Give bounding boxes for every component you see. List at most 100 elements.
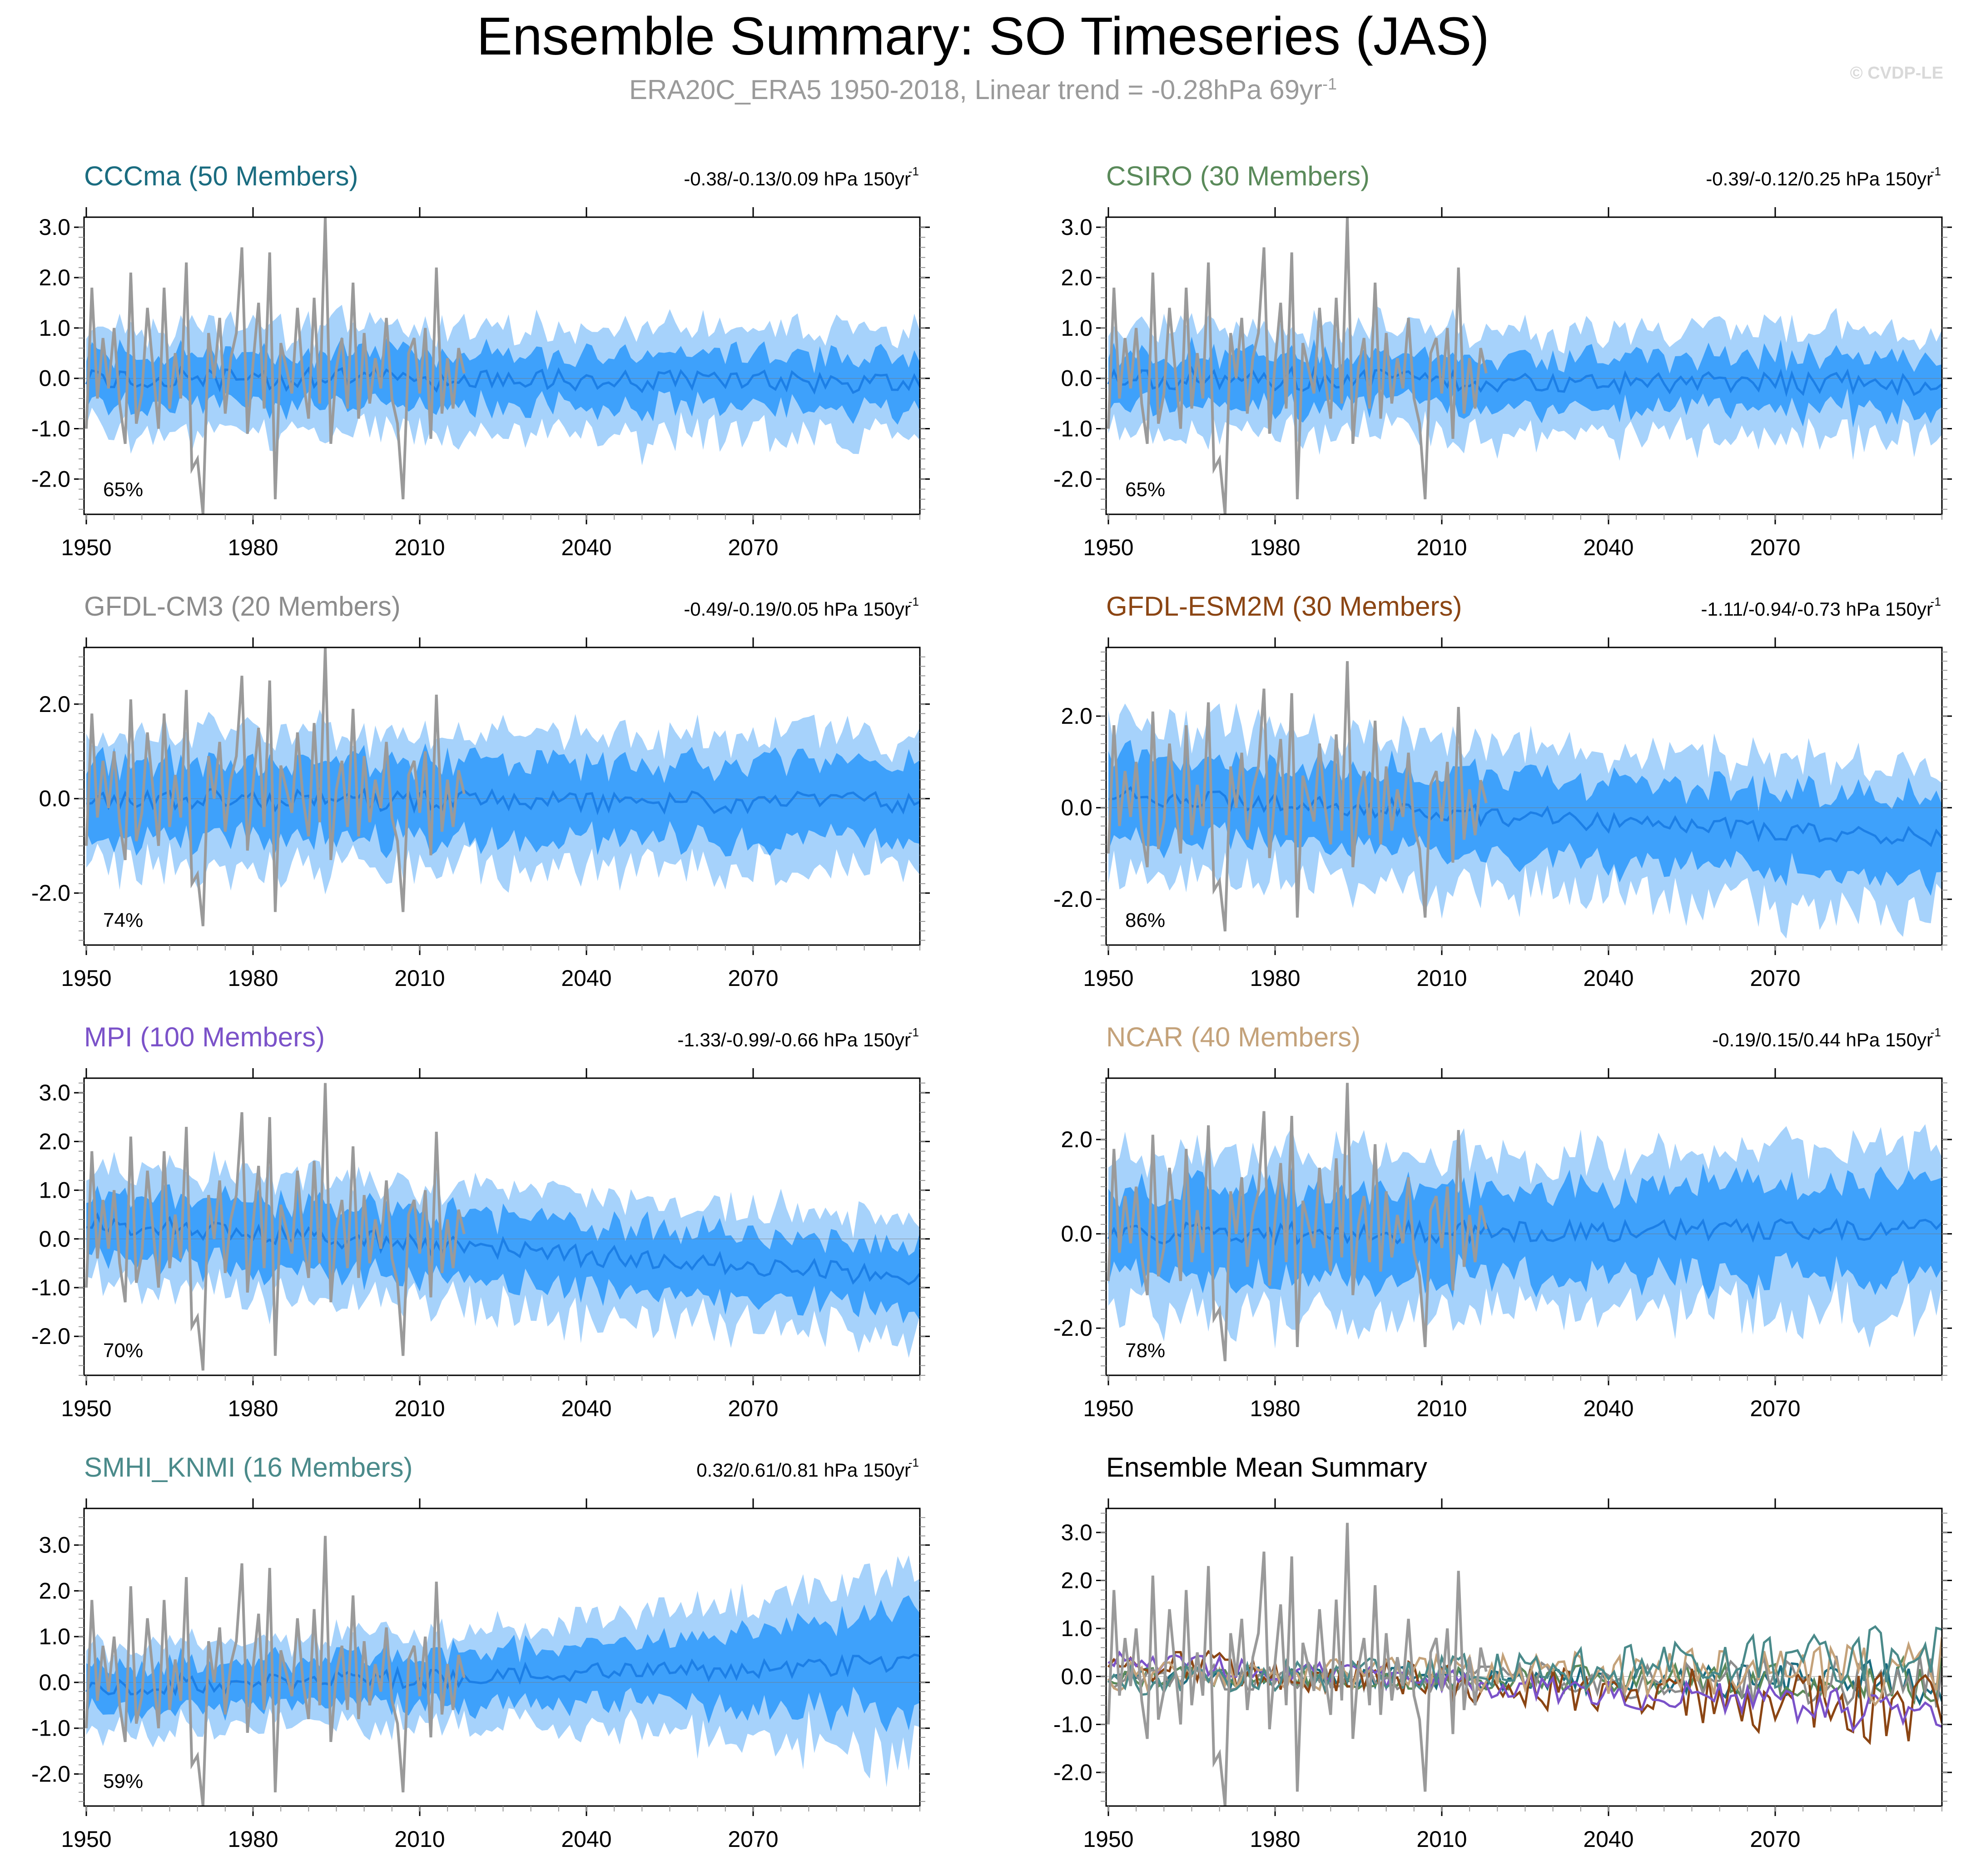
- y-tick-label: 2.0: [1061, 1567, 1092, 1593]
- x-tick-label: 2070: [1750, 1396, 1800, 1421]
- x-tick-label: 2070: [1750, 965, 1800, 991]
- subtitle-superscript: -1: [1322, 75, 1337, 93]
- y-tick-label: 2.0: [1061, 703, 1092, 729]
- y-tick-label: -2.0: [1053, 886, 1092, 912]
- x-tick-label: 2010: [394, 535, 445, 560]
- x-tick-label: 1950: [61, 965, 111, 991]
- panel-title: Ensemble Mean Summary: [1106, 1452, 1427, 1483]
- panel-gfdl-cm3: -2.0 0.0 2.0 1950 1980 2010 2040 2070 GFDL-CM3 (…: [31, 591, 930, 991]
- plot-area: [1106, 661, 1942, 939]
- y-tick-label: -1.0: [31, 1275, 70, 1300]
- y-tick-label: 0.0: [39, 786, 70, 811]
- panel-title: CSIRO (30 Members): [1106, 161, 1370, 191]
- inner-spread-band: [86, 1595, 920, 1732]
- trend-label: -0.39/-0.12/0.25 hPa 150yr: [1706, 168, 1933, 189]
- y-tick-label: 0.0: [39, 1670, 70, 1695]
- y-tick-label: -1.0: [31, 416, 70, 442]
- trend-label-superscript: -1: [1931, 1025, 1941, 1039]
- inner-spread-band: [86, 337, 920, 425]
- y-tick-label: 0.0: [1061, 1664, 1092, 1689]
- plot-frame: [1105, 1077, 1943, 1376]
- y-tick-label: 2.0: [1061, 1127, 1092, 1152]
- page-title: Ensemble Summary: SO Timeseries (JAS): [477, 6, 1489, 66]
- y-tick-label: -1.0: [31, 1716, 70, 1741]
- y-tick-label: -2.0: [31, 466, 70, 492]
- x-tick-label: 1980: [1250, 535, 1300, 560]
- x-tick-label: 2010: [394, 1396, 445, 1421]
- panel-cccma: -2.0 -1.0 0.0 1.0 2.0 3.0 1950 1980 2010 2040 2070…: [31, 161, 930, 560]
- y-tick-label: -1.0: [1053, 1712, 1092, 1737]
- x-tick-label: 1980: [1250, 965, 1300, 991]
- x-tick-label: 2010: [1416, 1826, 1467, 1852]
- observed-line: [1107, 217, 1488, 514]
- x-tick-label: 1980: [1250, 1826, 1300, 1852]
- y-tick-label: 1.0: [1061, 1616, 1092, 1641]
- observed-line: [85, 1536, 466, 1806]
- x-tick-label: 2040: [561, 1396, 611, 1421]
- x-tick-label: 1950: [1083, 535, 1133, 560]
- y-tick-label: 2.0: [39, 692, 70, 717]
- copyright-label: © CVDP-LE: [1850, 64, 1943, 83]
- y-tick-label: 3.0: [39, 1080, 70, 1105]
- x-tick-label: 1980: [1250, 1396, 1300, 1421]
- observed-line: [85, 1083, 466, 1371]
- y-tick-label: 0.0: [39, 1226, 70, 1252]
- y-tick-label: -2.0: [1053, 1315, 1092, 1341]
- inner-spread-band: [86, 1184, 920, 1324]
- y-tick-label: 0.0: [1061, 1221, 1092, 1247]
- trend-label: -1.33/-0.99/-0.66 hPa 150yr: [677, 1029, 911, 1050]
- panel-title: NCAR (40 Members): [1106, 1022, 1360, 1052]
- trend-label: -1.11/-0.94/-0.73 hPa 150yr: [1701, 598, 1933, 620]
- x-tick-label: 2040: [561, 535, 611, 560]
- trend-label-superscript: -1: [909, 595, 919, 608]
- plot-area: [1106, 217, 1942, 514]
- plot-area: [1106, 1083, 1942, 1362]
- ensemble-mean-line: [85, 1653, 920, 1697]
- ensemble-mean-line: [1108, 786, 1942, 847]
- trend-label-superscript: -1: [1931, 164, 1941, 178]
- x-tick-label: 2070: [1750, 1826, 1800, 1852]
- panel-title: CCCma (50 Members): [84, 161, 358, 191]
- y-tick-label: 0.0: [1061, 366, 1092, 391]
- y-tick-label: 0.0: [1061, 795, 1092, 821]
- percent-label: 70%: [103, 1339, 143, 1362]
- y-tick-label: -2.0: [1053, 1760, 1092, 1785]
- x-tick-label: 2040: [1583, 535, 1633, 560]
- y-tick-label: 1.0: [39, 315, 70, 341]
- panel-title: GFDL-ESM2M (30 Members): [1106, 591, 1462, 622]
- page-subtitle: ERA20C_ERA5 1950-2018, Linear trend = -0…: [0, 74, 1966, 105]
- trend-label-superscript: -1: [909, 1025, 919, 1039]
- plot-frame: [83, 1077, 921, 1376]
- x-tick-label: 2040: [561, 1826, 611, 1852]
- x-tick-label: 2070: [728, 965, 778, 991]
- y-tick-label: 3.0: [1061, 214, 1092, 240]
- trend-label-superscript: -1: [1931, 595, 1941, 608]
- trend-label: 0.32/0.61/0.81 hPa 150yr: [696, 1459, 911, 1481]
- panel-csiro: -2.0 -1.0 0.0 1.0 2.0 3.0 1950 1980 2010 2040 2070…: [1053, 161, 1952, 560]
- x-tick-label: 2010: [1416, 535, 1467, 560]
- x-tick-label: 2070: [728, 535, 778, 560]
- x-tick-label: 1950: [61, 1396, 111, 1421]
- y-tick-label: 1.0: [1061, 315, 1092, 341]
- y-tick-label: 3.0: [39, 1533, 70, 1558]
- x-tick-label: 1980: [228, 1396, 278, 1421]
- x-tick-label: 1980: [228, 535, 278, 560]
- y-tick-label: 2.0: [39, 265, 70, 290]
- plot-frame: [1105, 1508, 1943, 1807]
- y-tick-label: 3.0: [1061, 1520, 1092, 1545]
- observed-line: [85, 217, 466, 514]
- percent-label: 65%: [103, 478, 143, 501]
- observed-line: [85, 647, 466, 926]
- x-tick-label: 2040: [1583, 965, 1633, 991]
- y-tick-label: -2.0: [31, 881, 70, 906]
- percent-label: 78%: [1125, 1339, 1165, 1362]
- y-tick-label: -2.0: [31, 1324, 70, 1349]
- x-tick-label: 2040: [1583, 1396, 1633, 1421]
- y-tick-label: 2.0: [39, 1578, 70, 1603]
- x-tick-label: 1980: [228, 1826, 278, 1852]
- x-tick-label: 1950: [61, 1826, 111, 1852]
- panel-title: SMHI_KNMI (16 Members): [84, 1452, 412, 1483]
- plot-area: [84, 1536, 920, 1806]
- trend-label-superscript: -1: [909, 1456, 919, 1469]
